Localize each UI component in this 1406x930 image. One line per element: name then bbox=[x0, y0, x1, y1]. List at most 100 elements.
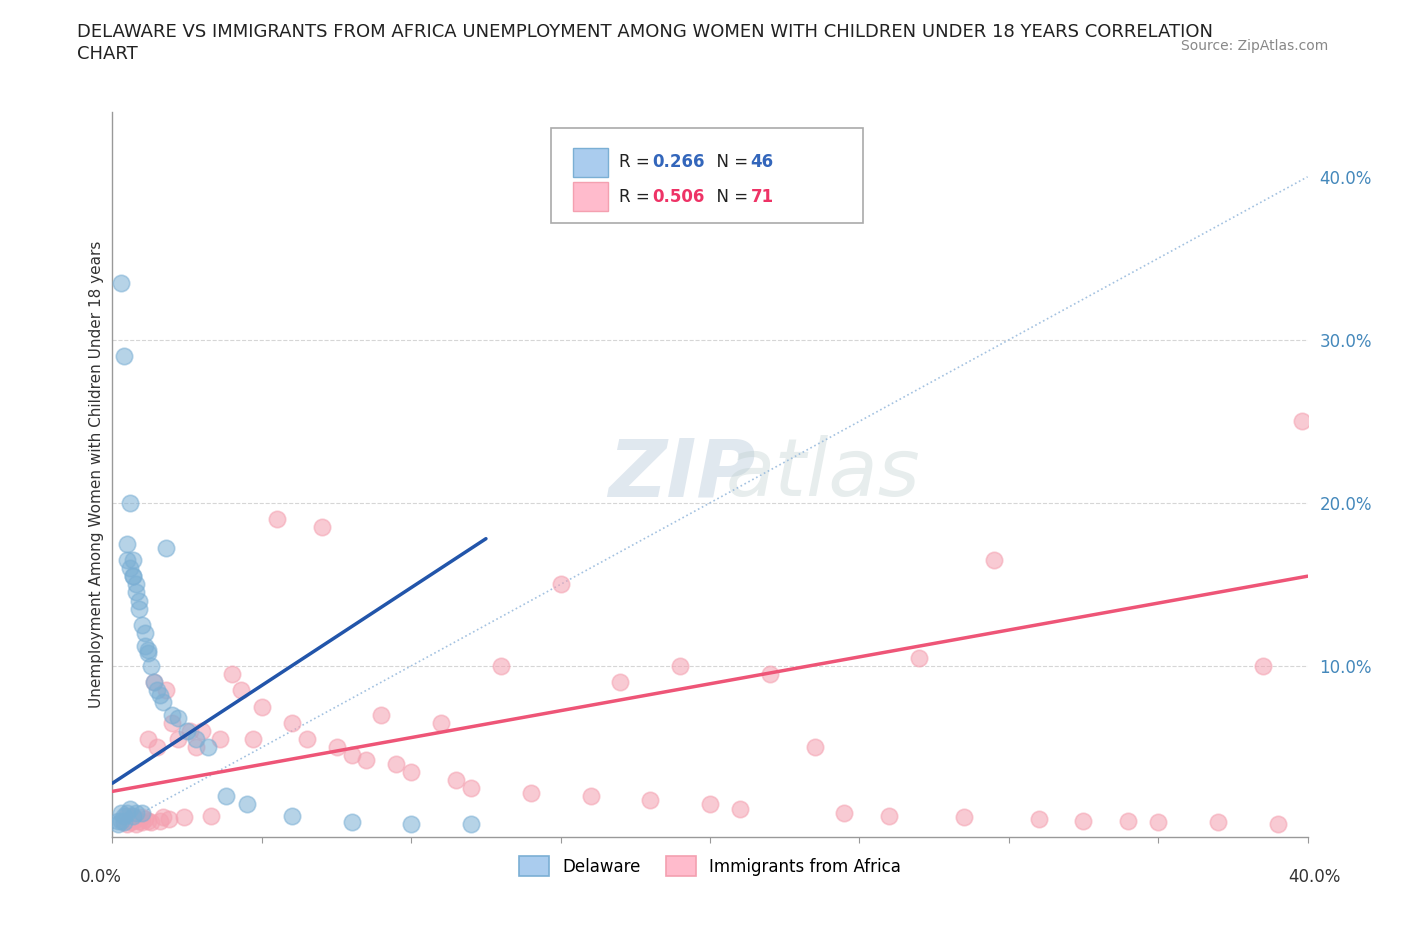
Point bbox=[120, 802, 142, 817]
Point bbox=[444, 773, 467, 788]
Text: R =: R = bbox=[619, 153, 655, 170]
Point bbox=[128, 813, 150, 828]
Point bbox=[149, 813, 172, 828]
Text: DELAWARE VS IMMIGRANTS FROM AFRICA UNEMPLOYMENT AMONG WOMEN WITH CHILDREN UNDER : DELAWARE VS IMMIGRANTS FROM AFRICA UNEMP… bbox=[77, 23, 1213, 41]
Point bbox=[110, 275, 132, 290]
Point bbox=[138, 813, 160, 828]
Point bbox=[759, 667, 782, 682]
Point bbox=[162, 708, 183, 723]
Point bbox=[803, 740, 825, 755]
Point bbox=[173, 810, 195, 825]
Point bbox=[122, 569, 145, 584]
Point bbox=[370, 708, 392, 723]
Point bbox=[295, 732, 318, 747]
Point bbox=[143, 674, 166, 689]
Point bbox=[138, 645, 160, 660]
Point bbox=[138, 732, 160, 747]
Point bbox=[155, 541, 177, 556]
Point bbox=[385, 756, 408, 771]
Point bbox=[125, 577, 148, 591]
Point bbox=[609, 674, 631, 689]
Text: N =: N = bbox=[706, 153, 754, 170]
Point bbox=[143, 674, 166, 689]
Point bbox=[728, 802, 751, 817]
Point bbox=[120, 812, 142, 827]
Text: R =: R = bbox=[619, 188, 655, 206]
Point bbox=[1291, 414, 1313, 429]
Point bbox=[1073, 813, 1095, 828]
Point bbox=[117, 552, 139, 567]
Point bbox=[579, 789, 602, 804]
Point bbox=[110, 805, 132, 820]
Point bbox=[356, 753, 378, 768]
Point bbox=[117, 817, 139, 831]
Text: atlas: atlas bbox=[725, 435, 921, 513]
Point bbox=[146, 740, 169, 755]
Text: 46: 46 bbox=[751, 153, 773, 170]
Point bbox=[146, 683, 169, 698]
Point bbox=[128, 602, 150, 617]
Point bbox=[117, 805, 139, 820]
Point bbox=[162, 715, 183, 730]
Point bbox=[120, 815, 142, 830]
Point bbox=[122, 813, 145, 828]
Bar bbox=[572, 148, 609, 177]
Point bbox=[110, 813, 132, 828]
Point bbox=[229, 683, 252, 698]
Point bbox=[1267, 817, 1289, 831]
Text: N =: N = bbox=[706, 188, 754, 206]
Point bbox=[131, 810, 153, 825]
Text: 40.0%: 40.0% bbox=[1288, 868, 1341, 885]
Text: 0.266: 0.266 bbox=[652, 153, 706, 170]
Y-axis label: Unemployment Among Women with Children Under 18 years: Unemployment Among Women with Children U… bbox=[89, 241, 104, 708]
Point bbox=[152, 810, 174, 825]
Point bbox=[325, 740, 347, 755]
Text: Source: ZipAtlas.com: Source: ZipAtlas.com bbox=[1181, 39, 1329, 53]
Point bbox=[191, 724, 214, 738]
Point bbox=[117, 808, 139, 823]
Point bbox=[209, 732, 232, 747]
Point bbox=[197, 740, 219, 755]
Point bbox=[489, 658, 512, 673]
Point bbox=[200, 808, 222, 823]
Point bbox=[460, 817, 482, 831]
Text: 0.506: 0.506 bbox=[652, 188, 704, 206]
Point bbox=[401, 817, 423, 831]
Point bbox=[134, 812, 156, 827]
Point bbox=[114, 349, 135, 364]
Point bbox=[311, 520, 333, 535]
Point bbox=[155, 683, 177, 698]
Point bbox=[1028, 812, 1050, 827]
Point bbox=[167, 711, 190, 725]
Point bbox=[149, 688, 172, 703]
Point bbox=[430, 715, 453, 730]
Point bbox=[520, 786, 543, 801]
Point bbox=[186, 732, 208, 747]
Point bbox=[221, 667, 243, 682]
Point bbox=[120, 561, 142, 576]
Point bbox=[131, 618, 153, 632]
Point bbox=[215, 789, 238, 804]
FancyBboxPatch shape bbox=[551, 127, 863, 222]
Point bbox=[401, 764, 423, 779]
Point bbox=[834, 805, 856, 820]
Point bbox=[550, 577, 572, 591]
Text: ZIP: ZIP bbox=[609, 435, 756, 513]
Point bbox=[1251, 658, 1274, 673]
Text: 71: 71 bbox=[751, 188, 773, 206]
Point bbox=[340, 815, 363, 830]
Point bbox=[125, 812, 148, 827]
Point bbox=[125, 805, 148, 820]
Point bbox=[122, 552, 145, 567]
Point bbox=[134, 639, 156, 654]
Point bbox=[131, 805, 153, 820]
Point bbox=[122, 808, 145, 823]
Point bbox=[157, 812, 180, 827]
Point bbox=[128, 593, 150, 608]
Bar bbox=[572, 182, 609, 211]
Point bbox=[460, 780, 482, 795]
Point bbox=[107, 813, 129, 828]
Point bbox=[117, 536, 139, 551]
Point bbox=[699, 797, 721, 812]
Point bbox=[242, 732, 264, 747]
